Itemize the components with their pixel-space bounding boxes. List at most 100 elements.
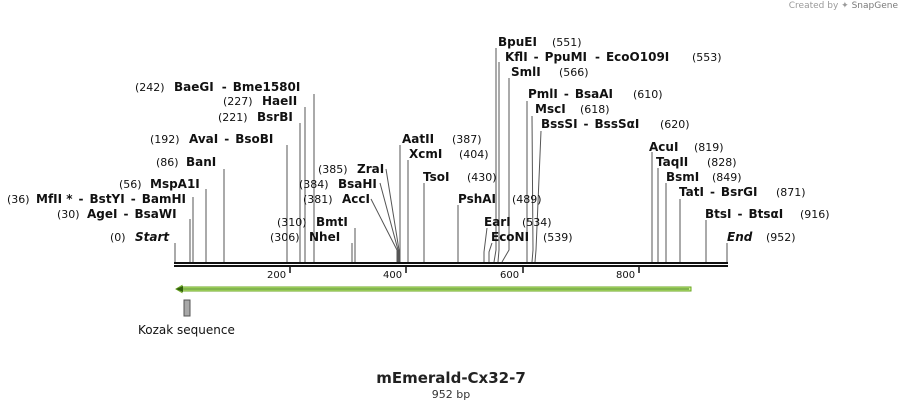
enzyme-name: MscI xyxy=(535,102,566,116)
ruler-tick-label: 800 xyxy=(616,270,635,281)
enzyme-name: PpuMI xyxy=(545,50,587,64)
site-bani[interactable]: (86) BanI xyxy=(156,155,216,169)
site-mfli[interactable]: (36) MfII * - BstYI - BamHI xyxy=(7,192,186,206)
site-position: (618) xyxy=(580,103,610,116)
svg-text:BssSI-BssSαI: BssSI - BssSαI xyxy=(541,117,639,131)
enzyme-name: BsaHI xyxy=(338,177,377,191)
ruler-tick-label: 200 xyxy=(267,270,286,281)
separator: - xyxy=(222,80,227,94)
enzyme-name: EarI xyxy=(484,215,511,229)
svg-text:AvaI-BsoBI: AvaI - BsoBI xyxy=(189,132,273,146)
leader-bsssi xyxy=(534,130,542,263)
enzyme-name: PshAI xyxy=(458,192,496,206)
separator: - xyxy=(131,192,136,206)
site-position: (385) xyxy=(318,163,348,176)
site-bsmi[interactable]: BsmI (849) xyxy=(666,170,742,184)
leader-eari xyxy=(483,227,488,262)
enzyme-name: KflI xyxy=(505,50,528,64)
site-position: (551) xyxy=(552,36,582,49)
enzyme-name: XcmI xyxy=(409,147,442,161)
enzyme-name: BtsI xyxy=(705,207,732,221)
leader-acci xyxy=(370,198,398,262)
enzyme-name: TsoI xyxy=(423,170,449,184)
site-acui[interactable]: AcuI (819) xyxy=(649,140,724,154)
enzyme-name: BsoBI xyxy=(235,132,273,146)
ruler: 200 400 600 800 xyxy=(267,267,640,281)
site-bmti[interactable]: (310) BmtI xyxy=(277,215,348,229)
site-position: (430) xyxy=(467,171,497,184)
site-pmli[interactable]: PmlI - BsaAI (610) xyxy=(528,87,663,101)
separator: - xyxy=(79,192,84,206)
sequence-backbone xyxy=(174,262,728,267)
leader-msci xyxy=(531,115,534,263)
site-position: (387) xyxy=(452,133,482,146)
site-taqii[interactable]: TaqII (828) xyxy=(656,155,737,169)
site-position: (306) xyxy=(270,231,300,244)
enzyme-name: BsrGI xyxy=(721,185,758,199)
site-position: (871) xyxy=(776,186,806,199)
separator: - xyxy=(738,207,743,221)
kozak-feature[interactable] xyxy=(183,299,191,317)
separator: - xyxy=(224,132,229,146)
site-leader-lines xyxy=(174,48,728,263)
site-bpuei[interactable]: BpuEI (551) xyxy=(498,35,582,49)
site-position: (539) xyxy=(543,231,573,244)
enzyme-name: MfII * xyxy=(36,192,73,206)
site-msci[interactable]: MscI (618) xyxy=(535,102,610,116)
restriction-sites: (36) MfII * - BstYI - BamHI (30) AgeI - BsaWI … xyxy=(7,35,830,244)
site-pshai[interactable]: PshAI (489) xyxy=(458,192,542,206)
svg-text:KflI-PpuMI-EcoO109I: KflI - PpuMI - EcoO109I xyxy=(505,50,669,64)
site-btsi[interactable]: BtsI - BtsαI (916) xyxy=(705,207,830,221)
leader-kfli xyxy=(497,62,500,263)
site-avai[interactable]: (192) AvaI - BsoBI xyxy=(150,132,273,146)
site-haeii[interactable]: (227) HaeII xyxy=(223,94,297,108)
site-position: (819) xyxy=(694,141,724,154)
site-econi[interactable]: EcoNI (539) xyxy=(491,230,573,244)
enzyme-name: HaeII xyxy=(262,94,297,108)
enzyme-name: BssSI xyxy=(541,117,578,131)
separator: - xyxy=(595,50,600,64)
site-position: (404) xyxy=(459,148,489,161)
site-kfli[interactable]: KflI - PpuMI - EcoO109I (553) xyxy=(505,50,722,64)
enzyme-name: BsaAI xyxy=(575,87,613,101)
end-position: (952) xyxy=(766,231,796,244)
svg-text:AgeI-BsaWI: AgeI - BsaWI xyxy=(87,207,177,221)
site-aatii[interactable]: AatII (387) xyxy=(402,132,482,146)
site-bsahi[interactable]: (384) BsaHI xyxy=(299,177,377,191)
leader-zrai xyxy=(385,168,400,262)
cds-feature-arrow[interactable] xyxy=(175,284,692,294)
site-position: (489) xyxy=(512,193,542,206)
leader-smli xyxy=(501,78,510,263)
site-position: (310) xyxy=(277,216,307,229)
svg-text:PmlI-BsaAI: PmlI - BsaAI xyxy=(528,87,613,101)
site-mspa1i[interactable]: (56) MspA1I xyxy=(119,177,200,191)
site-baegi[interactable]: (242) BaeGI - Bme1580I xyxy=(135,80,300,94)
site-acci[interactable]: (381) AccI xyxy=(303,192,370,206)
site-nhei[interactable]: (306) NheI xyxy=(270,230,340,244)
site-position: (36) xyxy=(7,193,30,206)
site-eari[interactable]: EarI (534) xyxy=(484,215,552,229)
enzyme-name: BamHI xyxy=(142,192,186,206)
enzyme-name: AvaI xyxy=(189,132,218,146)
leader-bpuei xyxy=(493,48,497,263)
site-zrai[interactable]: (385) ZraI xyxy=(318,162,384,176)
site-smli[interactable]: SmlI (566) xyxy=(511,65,589,79)
site-position: (221) xyxy=(218,111,248,124)
site-bsssi[interactable]: BssSI - BssSαI (620) xyxy=(541,117,690,131)
site-position: (192) xyxy=(150,133,180,146)
site-position: (534) xyxy=(522,216,552,229)
site-bsrbi[interactable]: (221) BsrBI xyxy=(218,110,293,124)
enzyme-name: NheI xyxy=(309,230,340,244)
site-tsoi[interactable]: TsoI (430) xyxy=(423,170,497,184)
site-tati[interactable]: TatI - BsrGI (871) xyxy=(679,185,806,199)
sequence-name: mEmerald-Cx32-7 xyxy=(376,369,526,387)
site-xcmi[interactable]: XcmI (404) xyxy=(409,147,489,161)
site-agei[interactable]: (30) AgeI - BsaWI xyxy=(57,207,177,221)
site-position: (30) xyxy=(57,208,80,221)
enzyme-name: BpuEI xyxy=(498,35,537,49)
site-position: (242) xyxy=(135,81,165,94)
site-position: (610) xyxy=(633,88,663,101)
enzyme-name: MspA1I xyxy=(150,177,200,191)
sequence-length: 952 bp xyxy=(431,388,471,401)
